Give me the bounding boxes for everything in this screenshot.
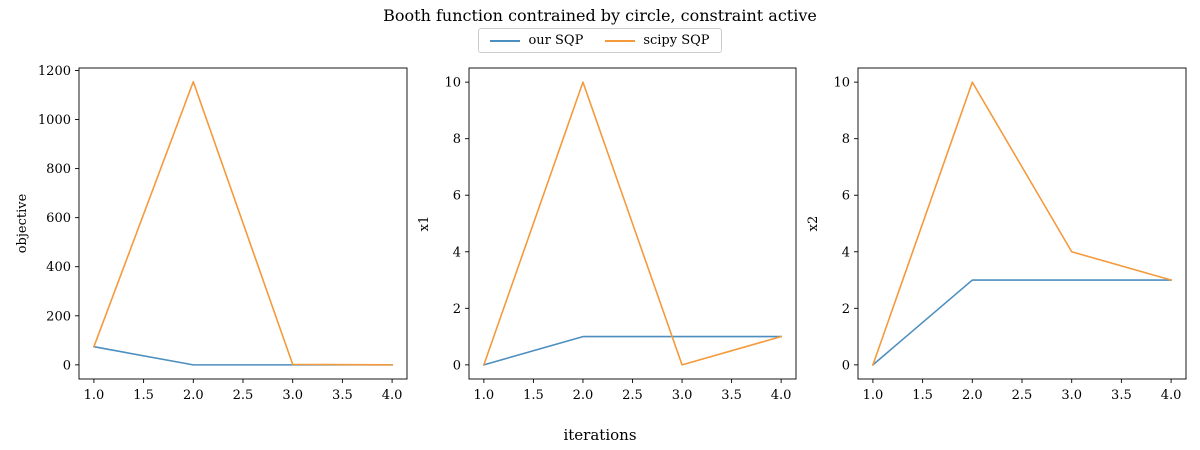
legend: our SQP scipy SQP	[478, 28, 722, 53]
legend-swatch-scipy-sqp	[605, 39, 636, 42]
y-tick-label: 1000	[38, 113, 71, 128]
y-tick-label: 8	[453, 132, 461, 147]
series-line-our-sqp	[871, 279, 1172, 366]
x-tick-label: 4.0	[1161, 388, 1182, 403]
x-tick-label: 2.0	[573, 388, 594, 403]
subplot-3: 1.0 1.5 2.0 2.5 3.0 3.5 4.0 0 2 4 6 8 10 x2	[806, 67, 1187, 403]
y-tick-label: 800	[46, 162, 71, 177]
series-line-scipy-sqp	[92, 80, 393, 366]
x-tick-label: 3.5	[721, 388, 742, 403]
x-tick-label: 4.0	[771, 388, 792, 403]
subplot-2: 1.0 1.5 2.0 2.5 3.0 3.5 4.0 0 2 4 6 8 10 x1	[417, 67, 797, 403]
x-axis-label: iterations	[563, 426, 637, 444]
x-tick-label: 3.0	[282, 388, 303, 403]
y-tick-label: 0	[63, 358, 71, 373]
y-tick-label: 600	[46, 211, 71, 226]
y-tick-label: 10	[444, 76, 461, 91]
series-line-scipy-sqp	[482, 81, 783, 366]
x-tick-label: 1.5	[133, 388, 154, 403]
series-line-scipy-sqp	[871, 81, 1173, 366]
y-tick-label: 1200	[38, 64, 71, 79]
y-tick-label: 0	[842, 358, 850, 373]
y-axis-label: x2	[806, 216, 821, 232]
y-tick-label: 2	[453, 302, 461, 317]
y-tick-label: 200	[46, 309, 71, 324]
legend-item-scipy-sqp: scipy SQP	[605, 33, 710, 48]
x-tick-label: 1.0	[863, 388, 884, 403]
x-tick-label: 1.0	[474, 388, 495, 403]
axes-frame	[857, 67, 1187, 380]
x-tick-label: 2.0	[962, 388, 983, 403]
y-tick-label: 2	[842, 302, 850, 317]
legend-label-our-sqp: our SQP	[528, 33, 584, 48]
y-tick-label: 8	[842, 132, 850, 147]
figure-title: Booth function contrained by circle, con…	[383, 6, 817, 25]
x-tick-label: 3.5	[332, 388, 353, 403]
y-axis-label: x1	[417, 216, 432, 232]
x-tick-label: 2.0	[183, 388, 204, 403]
y-tick-label: 6	[842, 189, 850, 204]
y-tick-label: 4	[842, 245, 850, 260]
series-line-our-sqp	[92, 345, 393, 366]
y-tick-label: 10	[833, 76, 850, 91]
x-tick-label: 3.0	[1061, 388, 1082, 403]
x-tick-label: 4.0	[382, 388, 403, 403]
x-tick-label: 1.0	[84, 388, 105, 403]
x-tick-label: 3.0	[672, 388, 693, 403]
y-axis-label: objective	[15, 193, 30, 253]
legend-label-scipy-sqp: scipy SQP	[643, 33, 710, 48]
x-tick-label: 1.5	[523, 388, 544, 403]
y-tick-label: 400	[46, 260, 71, 275]
x-tick-label: 2.5	[1012, 388, 1033, 403]
x-tick-label: 2.5	[622, 388, 643, 403]
x-tick-label: 1.5	[912, 388, 933, 403]
y-tick-label: 6	[453, 189, 461, 204]
y-tick-label: 4	[453, 245, 461, 260]
x-tick-label: 2.5	[233, 388, 254, 403]
x-tick-label: 3.5	[1111, 388, 1132, 403]
subplot-1: 1.0 1.5 2.0 2.5 3.0 3.5 4.0 0 200 400 600 800 1000 12…	[15, 64, 408, 403]
legend-swatch-our-sqp	[490, 39, 521, 42]
y-tick-label: 0	[453, 358, 461, 373]
series-line-our-sqp	[482, 335, 782, 366]
legend-item-our-sqp: our SQP	[490, 33, 583, 48]
